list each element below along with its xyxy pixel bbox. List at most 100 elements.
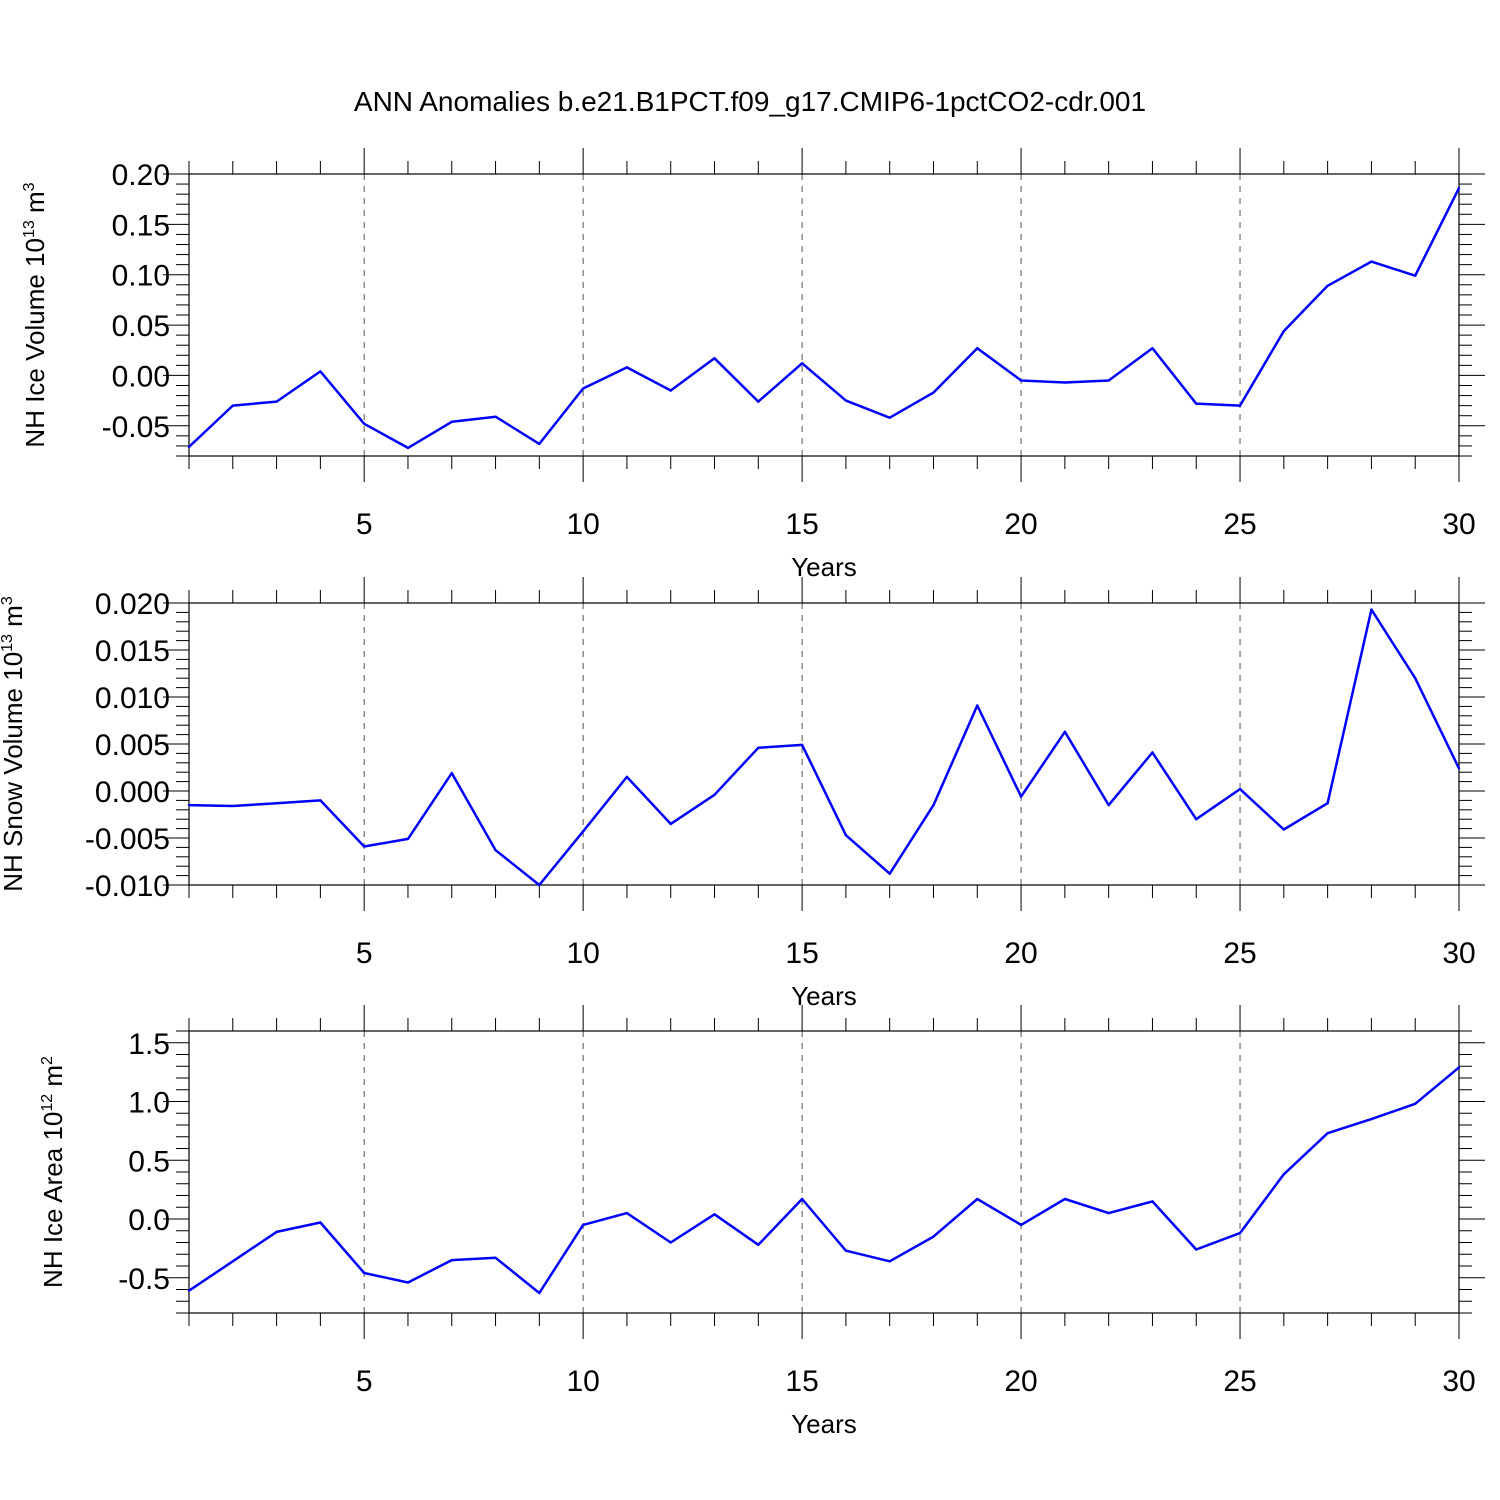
data-point — [319, 370, 322, 373]
data-point — [625, 1211, 629, 1215]
data-point — [1414, 677, 1417, 680]
x-tick-label: 25 — [1223, 937, 1256, 970]
data-point — [1063, 381, 1067, 384]
data-point — [494, 415, 497, 418]
data-point — [1107, 803, 1110, 807]
y-tick-label: 0.05 — [112, 310, 170, 343]
data-point — [1282, 329, 1286, 333]
data-point — [1151, 347, 1154, 350]
data-point — [1238, 787, 1242, 791]
data-point — [581, 1223, 585, 1227]
y-tick-label: 0.015 — [95, 635, 170, 668]
data-point — [450, 1258, 453, 1262]
data-point — [406, 837, 410, 841]
x-tick-label: 25 — [1223, 508, 1256, 541]
x-axis-label: Years — [791, 1409, 857, 1439]
data-point — [319, 799, 322, 802]
data-point — [1326, 1132, 1329, 1135]
data-point — [625, 775, 629, 779]
y-axis-label: NH Snow Volume 1013 m3 — [0, 596, 28, 892]
data-point — [1326, 802, 1329, 805]
x-tick-label: 5 — [356, 1365, 373, 1398]
data-point — [538, 442, 541, 446]
data-point — [800, 362, 804, 365]
y-tick-label: 0.00 — [112, 360, 170, 393]
x-tick-label: 15 — [785, 937, 818, 970]
y-axis-label: NH Ice Volume 1013 m3 — [20, 182, 50, 447]
data-point — [1063, 730, 1067, 733]
data-point — [1107, 379, 1110, 382]
data-point — [231, 804, 234, 808]
y-tick-label: -0.5 — [118, 1263, 170, 1296]
y-tick-label: 0.020 — [95, 588, 170, 621]
data-point — [669, 1241, 672, 1244]
data-point — [757, 400, 760, 403]
y-tick-label: 0.20 — [112, 159, 170, 192]
series-line — [188, 1066, 1460, 1295]
ice-volume-panel: 0.20 0.15 0.10 0.05 0.00 -0.05 5 10 15 20 25 30 Year… — [20, 148, 1485, 582]
data-point — [888, 872, 891, 875]
data-point — [1238, 1231, 1242, 1235]
ice-area-panel: 1.5 1.0 0.5 0.0 -0.5 5 10 15 20 25 30 Years NH Ice A… — [38, 1005, 1485, 1439]
data-point — [450, 420, 453, 423]
data-point — [362, 422, 366, 425]
data-point — [362, 1271, 366, 1275]
data-point — [1414, 274, 1417, 277]
data-point — [1195, 402, 1198, 405]
data-point — [187, 803, 191, 807]
data-point — [713, 1213, 716, 1216]
data-point — [1107, 1211, 1110, 1215]
data-point — [581, 830, 585, 833]
data-point — [1282, 1173, 1286, 1176]
plot-frame — [188, 173, 1460, 457]
data-point — [800, 1197, 804, 1201]
x-tick-label: 30 — [1442, 508, 1475, 541]
data-point — [1326, 284, 1329, 287]
x-tick-label: 5 — [356, 937, 373, 970]
x-tick-label: 20 — [1004, 1365, 1037, 1398]
x-tick-label: 10 — [566, 937, 599, 970]
data-point — [888, 416, 891, 419]
x-tick-label: 20 — [1004, 937, 1037, 970]
data-point — [669, 822, 672, 826]
data-point — [1370, 608, 1373, 611]
data-point — [1282, 828, 1286, 831]
data-point — [1195, 818, 1198, 821]
data-point — [319, 1221, 322, 1224]
x-tick-label: 20 — [1004, 508, 1037, 541]
data-point — [1457, 767, 1461, 770]
data-point — [494, 1256, 497, 1259]
y-tick-label: 0.000 — [95, 776, 170, 809]
y-tick-label: 0.15 — [112, 209, 170, 242]
data-point — [1414, 1102, 1417, 1106]
x-tick-label: 5 — [356, 508, 373, 541]
data-point — [538, 883, 541, 887]
data-point — [1063, 1197, 1067, 1201]
data-point — [450, 771, 453, 775]
snow-volume-panel: 0.020 0.015 0.010 0.005 0.000 -0.005 -0.010 5 10… — [0, 577, 1485, 1011]
data-point — [581, 387, 585, 390]
data-point — [844, 1249, 848, 1252]
data-point — [231, 1260, 234, 1263]
y-tick-label: 0.010 — [95, 682, 170, 715]
data-point — [187, 1289, 191, 1292]
data-point — [800, 743, 804, 747]
data-point — [406, 446, 410, 450]
x-tick-label: 25 — [1223, 1365, 1256, 1398]
data-point — [713, 793, 716, 796]
x-tick-label: 15 — [785, 1365, 818, 1398]
data-point — [757, 746, 760, 749]
data-point — [406, 1281, 410, 1284]
y-tick-label: -0.05 — [102, 411, 170, 444]
plot-frame — [188, 1030, 1460, 1314]
data-point — [844, 399, 848, 402]
data-point — [669, 389, 672, 392]
data-point — [362, 845, 366, 848]
data-point — [494, 849, 497, 852]
data-point — [976, 704, 979, 707]
data-point — [713, 357, 716, 360]
data-point — [1019, 1223, 1023, 1227]
y-tick-label: 1.5 — [128, 1028, 170, 1061]
y-tick-label: 0.005 — [95, 729, 170, 762]
x-tick-label: 10 — [566, 508, 599, 541]
